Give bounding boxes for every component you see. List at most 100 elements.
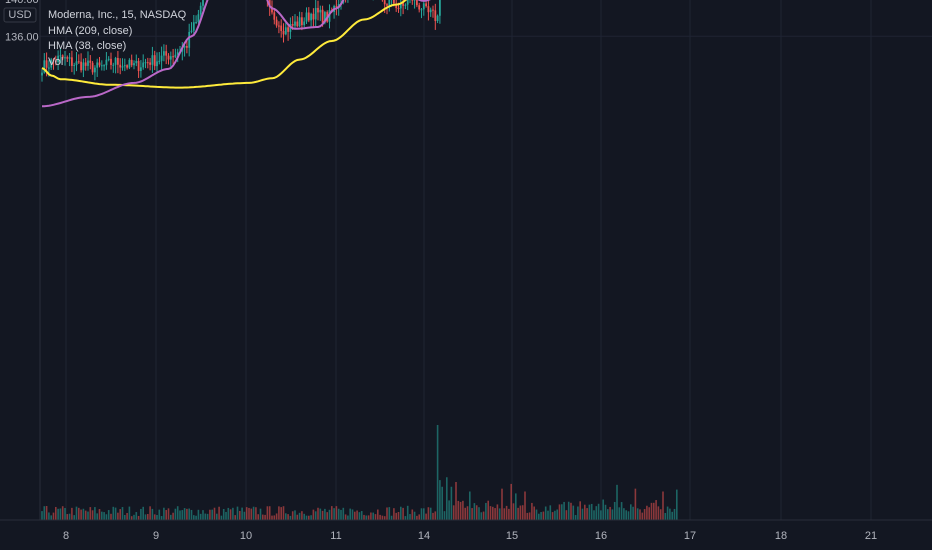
candle-body bbox=[439, 0, 441, 16]
volume-bar bbox=[160, 516, 163, 520]
volume-bar bbox=[584, 504, 586, 520]
volume-bar bbox=[225, 511, 227, 520]
volume-bar bbox=[241, 507, 243, 520]
volume-bar bbox=[186, 508, 188, 520]
candle-body bbox=[100, 65, 103, 67]
volume-bar bbox=[420, 508, 423, 520]
candle-body bbox=[103, 65, 105, 67]
candle-body bbox=[416, 0, 418, 6]
candle-body bbox=[61, 55, 64, 59]
candle-body bbox=[160, 55, 163, 61]
volume-bar bbox=[574, 515, 577, 520]
volume-bar bbox=[321, 510, 324, 520]
volume-bar bbox=[324, 508, 326, 520]
candle-body bbox=[59, 55, 62, 57]
price-axis[interactable]: USD136.00140.00144.00148.00152.00156.001… bbox=[0, 0, 41, 520]
candle-body bbox=[278, 25, 280, 27]
volume-bar bbox=[135, 512, 138, 520]
volume-bar bbox=[91, 510, 94, 520]
candle-body bbox=[197, 14, 200, 23]
volume-bar bbox=[172, 512, 174, 520]
volume-bar bbox=[457, 500, 460, 520]
volume-bar bbox=[510, 483, 512, 520]
legend-title[interactable]: Moderna, Inc., 15, NASDAQ bbox=[48, 9, 187, 21]
volume-bar bbox=[611, 509, 614, 520]
volume-bar bbox=[363, 514, 365, 520]
time-axis[interactable]: 8 9 10 11 14 15 16 17 18 21 bbox=[0, 519, 932, 550]
volume-bar bbox=[167, 508, 170, 520]
candle-body bbox=[411, 0, 414, 1]
volume-bar bbox=[521, 505, 524, 520]
volume-bar bbox=[243, 511, 246, 520]
candle-body bbox=[68, 57, 71, 59]
candle-body bbox=[202, 0, 204, 6]
candle-body bbox=[66, 57, 69, 59]
candle-body bbox=[45, 60, 48, 68]
volume-bar bbox=[50, 515, 52, 520]
candle-body bbox=[427, 6, 430, 13]
volume-bar bbox=[372, 512, 374, 520]
candle-body bbox=[188, 31, 191, 48]
candle-body bbox=[57, 55, 59, 63]
volume-bar bbox=[482, 511, 485, 520]
candle-body bbox=[114, 58, 117, 65]
volume-bar bbox=[236, 506, 239, 520]
candle-body bbox=[287, 27, 289, 32]
volume-bar bbox=[128, 506, 131, 520]
currency-box[interactable] bbox=[3, 7, 37, 23]
volume-bar bbox=[112, 506, 115, 520]
volume-bar bbox=[567, 501, 570, 520]
legend-hma-209[interactable]: HMA (209, close) bbox=[48, 24, 133, 37]
candle-body bbox=[399, 3, 402, 9]
candle-body bbox=[429, 9, 432, 13]
legend-vol[interactable]: Vol bbox=[48, 55, 64, 68]
candle-body bbox=[434, 10, 437, 21]
candle-body bbox=[301, 17, 303, 26]
time-tick-label: 18 bbox=[775, 530, 787, 542]
time-tick-label: 16 bbox=[595, 530, 607, 542]
volume-bar bbox=[271, 515, 273, 520]
time-tick-label: 17 bbox=[684, 530, 696, 542]
candle-body bbox=[135, 60, 138, 64]
candle-body bbox=[80, 61, 82, 71]
candle-body bbox=[117, 58, 119, 65]
candle-body bbox=[121, 66, 124, 68]
volume-bar bbox=[282, 506, 285, 520]
volume-bar bbox=[82, 508, 85, 520]
volume-bar bbox=[351, 509, 354, 520]
candle-body bbox=[64, 57, 66, 59]
volume-bar bbox=[455, 482, 457, 520]
volume-bar bbox=[636, 508, 639, 520]
volume-bar bbox=[105, 514, 108, 520]
candle-body bbox=[388, 0, 391, 6]
candle-body bbox=[156, 61, 158, 67]
candle-body bbox=[91, 62, 94, 73]
candle-body bbox=[317, 7, 319, 13]
legend-hma-38[interactable]: HMA (38, close) bbox=[48, 40, 127, 52]
volume-bar bbox=[165, 510, 167, 520]
volume-bar bbox=[475, 505, 478, 520]
candle-body bbox=[172, 56, 174, 58]
volume-bar bbox=[657, 506, 660, 520]
candle-body bbox=[176, 52, 179, 55]
volume-bar bbox=[590, 503, 593, 520]
volume-bar bbox=[374, 514, 377, 520]
volume-bar bbox=[227, 507, 230, 520]
volume-bar bbox=[462, 500, 464, 520]
time-tick-label: 11 bbox=[330, 530, 341, 542]
volume-bar bbox=[89, 507, 92, 520]
volume-bar bbox=[170, 514, 172, 520]
volume-bar bbox=[232, 507, 234, 520]
volume-bar bbox=[446, 477, 448, 520]
volume-bar bbox=[149, 506, 151, 520]
currency-label: USD bbox=[8, 9, 31, 21]
volume-bar bbox=[554, 510, 556, 520]
volume-bar bbox=[379, 514, 381, 520]
volume-bar bbox=[473, 503, 476, 520]
candle-body bbox=[307, 12, 310, 21]
volume-bar bbox=[80, 509, 82, 520]
volume-bar bbox=[413, 511, 416, 520]
candle-body bbox=[303, 21, 306, 26]
volume-bar bbox=[347, 515, 349, 520]
